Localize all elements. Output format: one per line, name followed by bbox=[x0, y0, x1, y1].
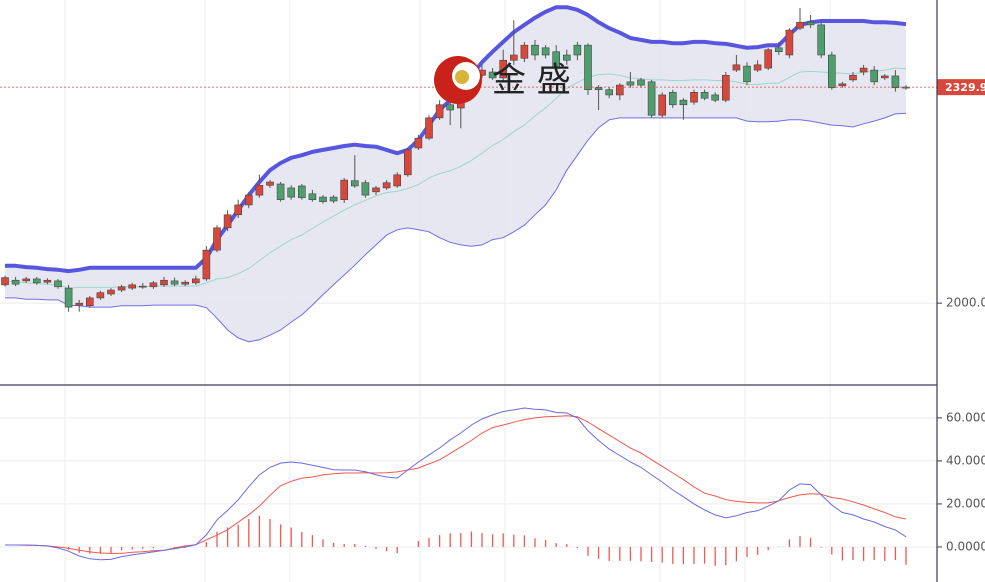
candle-body bbox=[276, 183, 285, 201]
candle-body bbox=[149, 282, 158, 288]
candle-body bbox=[403, 149, 412, 176]
candle-body bbox=[425, 117, 433, 139]
candle-body bbox=[849, 74, 857, 81]
candle-body bbox=[605, 89, 614, 96]
candle-body bbox=[870, 69, 879, 83]
y-tick-label: 60.0000 bbox=[946, 410, 985, 424]
candle-body bbox=[11, 279, 20, 285]
candle-body bbox=[446, 104, 455, 111]
candle-body bbox=[711, 94, 720, 101]
candle-body bbox=[266, 181, 274, 186]
candle-body bbox=[255, 184, 264, 196]
candle-body bbox=[774, 47, 783, 53]
candle-body bbox=[827, 54, 836, 89]
candle-body bbox=[382, 182, 391, 189]
candle-body bbox=[117, 286, 126, 291]
candle-body bbox=[340, 179, 349, 201]
candle-body bbox=[817, 24, 826, 56]
candle-body bbox=[181, 281, 189, 285]
candle-body bbox=[393, 174, 402, 187]
candle-body bbox=[223, 214, 232, 229]
watermark: 金 盛 bbox=[434, 56, 571, 104]
candle-body bbox=[499, 59, 508, 79]
candle-body bbox=[213, 227, 221, 251]
candle-body bbox=[668, 92, 677, 106]
candle-body bbox=[891, 75, 900, 89]
candle-body bbox=[573, 44, 582, 56]
plot-layer: 2000.00 2329.9 0.0000 20.0000 40.0000 60.0000 bbox=[0, 5, 985, 566]
band-lower bbox=[5, 112, 907, 343]
candle-body bbox=[245, 194, 253, 206]
y-tick-label: 2000.00 bbox=[946, 296, 985, 310]
watermark-text: 金 盛 bbox=[492, 61, 571, 101]
candle-body bbox=[859, 67, 868, 73]
candle-body bbox=[107, 289, 115, 295]
candle-body bbox=[139, 285, 147, 288]
candle-body bbox=[764, 49, 773, 69]
candle-body bbox=[435, 104, 444, 119]
candle-body bbox=[637, 79, 645, 86]
candle-body bbox=[541, 47, 550, 56]
candle-body bbox=[329, 196, 338, 202]
candle-body bbox=[594, 87, 603, 91]
candle-body bbox=[743, 65, 751, 83]
candle-body bbox=[531, 44, 539, 56]
logo-dot bbox=[455, 70, 469, 84]
candle-body bbox=[64, 287, 73, 308]
candle-body bbox=[700, 92, 709, 99]
candle-body bbox=[1, 277, 9, 286]
dea-line bbox=[5, 415, 907, 554]
candle-body bbox=[838, 83, 847, 87]
candle-body bbox=[679, 99, 688, 106]
candle-body bbox=[647, 81, 656, 116]
candle-body bbox=[32, 278, 41, 284]
candle-body bbox=[350, 180, 359, 187]
y-tick-label: 20.0000 bbox=[946, 496, 985, 510]
candle-body bbox=[584, 44, 592, 91]
candle-body bbox=[615, 84, 624, 96]
candle-body bbox=[86, 297, 94, 307]
candle-body bbox=[287, 187, 296, 198]
candle-body bbox=[796, 21, 804, 29]
candle-body bbox=[414, 137, 423, 149]
candle-body bbox=[308, 193, 317, 201]
candle-body bbox=[732, 64, 741, 71]
candle-body bbox=[96, 292, 105, 299]
dif-line bbox=[5, 407, 907, 561]
candle-body bbox=[54, 280, 62, 288]
candle-body bbox=[234, 204, 242, 216]
candle-body bbox=[880, 75, 889, 79]
band-fill bbox=[5, 7, 906, 342]
y-tick-label: 0.0000 bbox=[946, 539, 985, 553]
candle-body bbox=[658, 94, 667, 116]
candle-body bbox=[160, 279, 168, 286]
candle-body bbox=[785, 29, 794, 56]
candle-body bbox=[690, 92, 698, 103]
candle-body bbox=[361, 182, 370, 196]
candle-body bbox=[75, 302, 83, 306]
last-price-tag bbox=[937, 79, 985, 96]
candle-body bbox=[806, 21, 815, 26]
candle-body bbox=[372, 187, 380, 193]
candle-body bbox=[202, 249, 211, 280]
candle-body bbox=[192, 278, 200, 284]
candle-body bbox=[626, 81, 635, 86]
candle-body bbox=[721, 74, 730, 101]
candle-body bbox=[22, 278, 31, 282]
candle-body bbox=[562, 54, 571, 61]
candle-body bbox=[488, 71, 497, 79]
candle-body bbox=[170, 280, 179, 285]
candle-body bbox=[520, 44, 529, 59]
candle-body bbox=[319, 196, 327, 202]
candle-body bbox=[128, 284, 136, 289]
last-price-label: 2329.9 bbox=[945, 81, 985, 94]
candle-body bbox=[43, 279, 52, 283]
candle-body bbox=[753, 64, 762, 71]
candle-body bbox=[297, 185, 306, 199]
candle-body bbox=[552, 51, 561, 69]
y-tick-label: 40.0000 bbox=[946, 453, 985, 467]
candle-body bbox=[509, 54, 518, 61]
